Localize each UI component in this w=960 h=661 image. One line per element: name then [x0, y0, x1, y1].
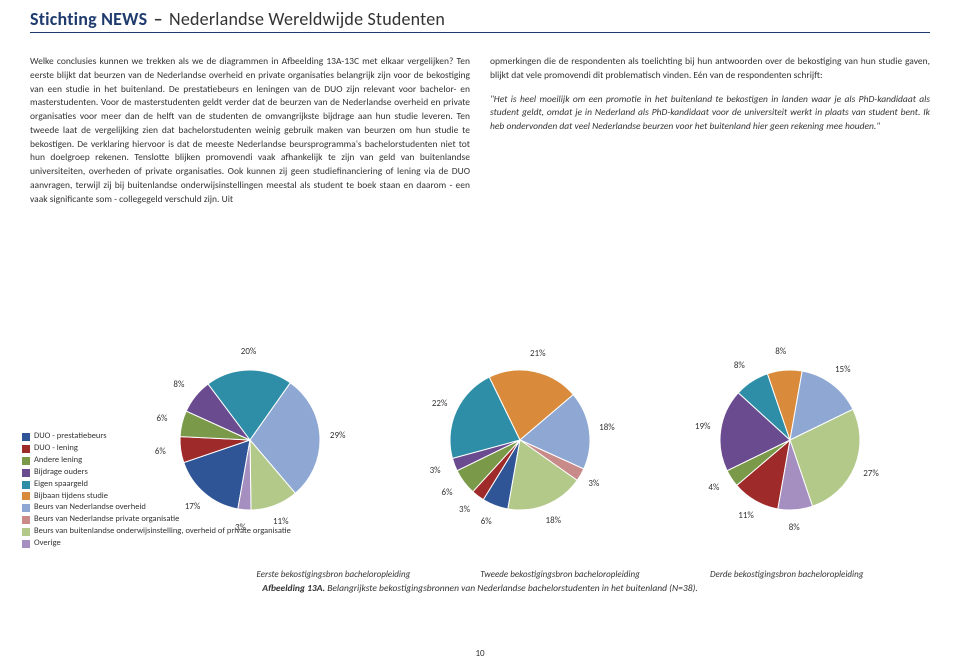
- legend-item: Eigen spaargeld: [22, 479, 291, 491]
- pie-pct-label: 29%: [330, 430, 346, 441]
- legend-swatch: [22, 481, 30, 489]
- legend-item: DUO - lening: [22, 443, 291, 455]
- body-col-right: opmerkingen die de respondenten als toel…: [490, 55, 930, 206]
- pie-pct-label: 8%: [173, 379, 184, 390]
- legend-label: DUO - prestatiebeurs: [34, 431, 107, 443]
- legend-swatch: [22, 445, 30, 453]
- legend: DUO - prestatiebeursDUO - leningAndere l…: [22, 431, 291, 550]
- pie-pct-label: 27%: [863, 468, 879, 479]
- legend-item: Beurs van Nederlandse private organisati…: [22, 514, 291, 526]
- legend-swatch: [22, 457, 30, 465]
- legend-swatch: [22, 469, 30, 477]
- caption-rest: Belangrijkste bekostigingsbronnen van Ne…: [325, 582, 698, 594]
- legend-swatch: [22, 528, 30, 536]
- legend-label: Overige: [34, 538, 61, 550]
- pie-pct-label: 20%: [241, 346, 257, 357]
- pie-pct-label: 6%: [442, 487, 453, 498]
- pie-pct-label: 6%: [156, 413, 167, 424]
- legend-swatch: [22, 540, 30, 548]
- charts-region: 17%6%6%8%20%29%11%3%6%3%6%3%22%21%18%3%1…: [0, 330, 960, 610]
- legend-swatch: [22, 516, 30, 524]
- legend-item: Beurs van buitenlandse onderwijsinstelli…: [22, 526, 291, 538]
- pie-svg: [410, 330, 630, 550]
- body-paragraph-right-1: opmerkingen die de respondenten als toel…: [490, 55, 930, 83]
- org-subtitle: Nederlandse Wereldwijde Studenten: [169, 8, 445, 30]
- chart-subtitle: Derde bekostigingsbron bacheloropleiding: [673, 569, 900, 580]
- body-quote: "Het is heel moeilijk om een promotie in…: [490, 93, 930, 134]
- body-paragraph-left: Welke conclusies kunnen we trekken als w…: [30, 55, 470, 206]
- legend-swatch: [22, 504, 30, 512]
- org-name: Stichting NEWS: [30, 8, 147, 30]
- legend-label: Andere lening: [34, 455, 82, 467]
- pie-chart: 11% 4% 19% 8% 8% 15% 27% 8%: [680, 330, 900, 550]
- legend-label: DUO - lening: [34, 443, 78, 455]
- pie-pct-label: 8%: [734, 360, 745, 371]
- title-separator: –: [154, 8, 163, 30]
- legend-swatch: [22, 433, 30, 441]
- legend-label: Eigen spaargeld: [34, 479, 88, 491]
- legend-item: DUO - prestatiebeurs: [22, 431, 291, 443]
- pie-pct-label: 19%: [695, 421, 711, 432]
- figure-caption: Afbeelding 13A. Belangrijkste bekostigin…: [0, 582, 960, 594]
- pie-pct-label: 8%: [775, 346, 786, 357]
- page-header: Stichting NEWS – Nederlandse Wereldwijde…: [0, 0, 960, 37]
- body-col-left: Welke conclusies kunnen we trekken als w…: [30, 55, 470, 206]
- pie-pct-label: 11%: [738, 510, 754, 521]
- body-text-columns: Welke conclusies kunnen we trekken als w…: [0, 37, 960, 206]
- legend-item: Beurs van Nederlandse overheid: [22, 502, 291, 514]
- legend-item: Bijbaan tijdens studie: [22, 491, 291, 503]
- legend-item: Bijdrage ouders: [22, 467, 291, 479]
- pie-pct-label: 4%: [708, 482, 719, 493]
- pie-pct-label: 22%: [432, 398, 448, 409]
- chart-subtitles: Eerste bekostigingsbron bacheloropleidin…: [30, 569, 930, 580]
- legend-swatch: [22, 492, 30, 500]
- legend-label: Beurs van Nederlandse private organisati…: [34, 514, 179, 526]
- pie-pct-label: 21%: [530, 348, 546, 359]
- pie-pct-label: 15%: [835, 364, 851, 375]
- legend-label: Beurs van buitenlandse onderwijsinstelli…: [34, 526, 291, 538]
- pie-pct-label: 18%: [599, 422, 615, 433]
- header-title: Stichting NEWS – Nederlandse Wereldwijde…: [30, 8, 930, 30]
- legend-item: Overige: [22, 538, 291, 550]
- pie-pct-label: 3%: [430, 465, 441, 476]
- pie-pct-label: 6%: [481, 516, 492, 527]
- pie-pct-label: 3%: [588, 478, 599, 489]
- chart-subtitle: Eerste bekostigingsbron bacheloropleidin…: [220, 569, 447, 580]
- legend-label: Bijdrage ouders: [34, 467, 88, 479]
- legend-item: Andere lening: [22, 455, 291, 467]
- page-number: 10: [0, 648, 960, 659]
- pie-pct-label: 3%: [459, 504, 470, 515]
- caption-bold: Afbeelding 13A.: [262, 582, 325, 594]
- chart-subtitle: Tweede bekostigingsbron bacheloropleidin…: [447, 569, 674, 580]
- pie-svg: [680, 330, 900, 550]
- pie-pct-label: 18%: [546, 515, 562, 526]
- legend-label: Beurs van Nederlandse overheid: [34, 502, 146, 514]
- pie-chart: 6%3%6%3%22%21%18%3%18%: [410, 330, 630, 550]
- pie-pct-label: 8%: [789, 522, 800, 533]
- header-underline: [30, 32, 930, 33]
- legend-label: Bijbaan tijdens studie: [34, 491, 108, 503]
